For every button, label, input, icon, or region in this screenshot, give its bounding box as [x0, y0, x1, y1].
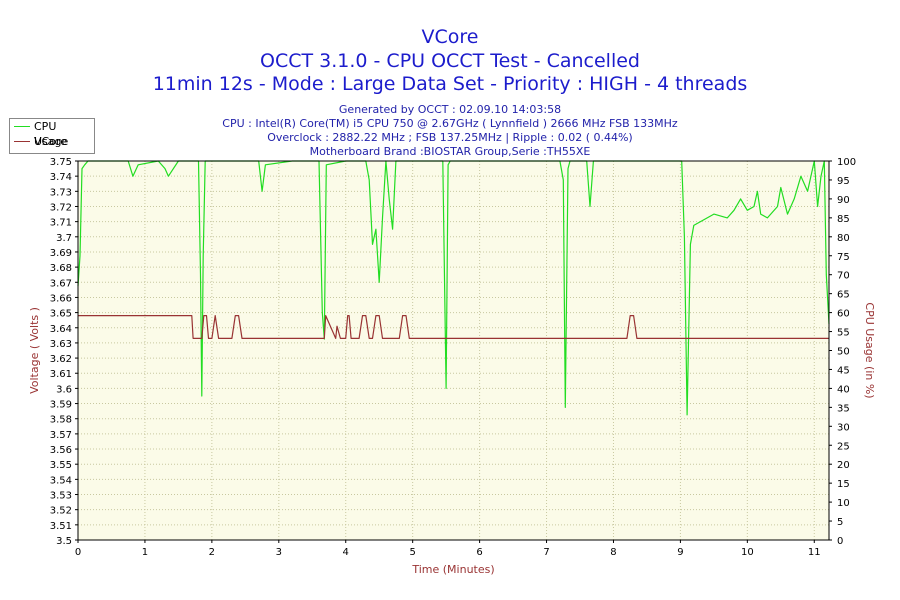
y2-tick-label: 15: [837, 479, 850, 490]
series-layer: [77, 160, 830, 416]
y2-tick-label: 0: [837, 536, 843, 547]
y2-tick-label: 85: [837, 214, 850, 225]
x-tick-label: 5: [409, 547, 415, 558]
y-tick-label: 3.74: [50, 172, 72, 183]
y-tick-label: 3.73: [50, 187, 72, 198]
info-generated: Generated by OCCT : 02.09.10 14:03:58: [338, 103, 562, 116]
y-tick-label: 3.57: [50, 430, 72, 441]
y2-tick-label: 55: [837, 328, 850, 339]
y-tick-label: 3.68: [50, 263, 72, 274]
y2-tick-label: 45: [837, 365, 850, 376]
y2-tick-label: 5: [837, 517, 843, 528]
y2-tick-label: 65: [837, 290, 850, 301]
chart-subtitle-test: OCCT 3.1.0 - CPU OCCT Test - Cancelled: [260, 50, 640, 72]
y-tick-label: 3.53: [50, 491, 72, 502]
info-overclock: Overclock : 2882.22 MHz ; FSB 137.25MHz …: [267, 131, 633, 144]
y-tick-label: 3.66: [50, 293, 72, 304]
info-cpu: CPU : Intel(R) Core(TM) i5 CPU 750 @ 2.6…: [222, 117, 678, 130]
y-tick-label: 3.67: [50, 278, 72, 289]
y-tick-label: 3.71: [50, 218, 72, 229]
chart-title: VCore: [421, 26, 479, 48]
y2-tick-label: 20: [837, 460, 850, 471]
y2-tick-label: 50: [837, 347, 850, 358]
y2-tick-label: 35: [837, 403, 850, 414]
y2-tick-label: 25: [837, 441, 850, 452]
x-tick-label: 1: [142, 547, 148, 558]
chart-subtitle-mode: 11min 12s - Mode : Large Data Set - Prio…: [152, 73, 748, 95]
x-tick-label: 0: [75, 547, 81, 558]
legend-label-vcore: VCore: [34, 135, 67, 148]
y-axis-label: Voltage ( Volts ): [28, 307, 41, 394]
y-tick-label: 3.7: [56, 233, 72, 244]
plot-area: [78, 161, 829, 540]
grid-lines: [78, 161, 829, 540]
x-tick-label: 8: [610, 547, 616, 558]
y-tick-label: 3.51: [50, 521, 72, 532]
y-tick-label: 3.64: [50, 324, 72, 335]
x-tick-label: 4: [343, 547, 349, 558]
x-tick-label: 9: [677, 547, 683, 558]
x-tick-label: 6: [476, 547, 482, 558]
y-tick-label: 3.69: [50, 248, 72, 259]
legend-entry-cpu-usage: CPU Usage: [10, 119, 94, 148]
legend-entry-vcore: VCore: [10, 134, 94, 149]
y2-tick-label: 60: [837, 309, 850, 320]
y-tick-label: 3.52: [50, 506, 72, 517]
y2-tick-label: 80: [837, 233, 850, 244]
series-line-vcore: [78, 315, 829, 339]
y-tick-label: 3.5: [56, 536, 72, 547]
legend-swatch-cpu-usage: [14, 126, 30, 127]
series-line-cpu-usage: [77, 160, 830, 416]
axis-ticks: 3.5 3.51 3.52 3.53 3.54 3.55 3.56 3.57 3.58 3.59 3…: [50, 157, 856, 558]
y2-tick-label: 100: [837, 157, 856, 168]
y-tick-label: 3.6: [56, 384, 72, 395]
y-tick-label: 3.63: [50, 339, 72, 350]
x-tick-label: 2: [209, 547, 215, 558]
y-tick-label: 3.72: [50, 202, 72, 213]
y-tick-label: 3.61: [50, 369, 72, 380]
y2-tick-label: 75: [837, 252, 850, 263]
y2-tick-label: 40: [837, 384, 850, 395]
chart-legend: CPU Usage VCore: [9, 118, 95, 154]
legend-label-cpu-usage: CPU Usage: [34, 120, 69, 148]
y-tick-label: 3.59: [50, 400, 72, 411]
y2-tick-label: 70: [837, 271, 850, 282]
x-tick-label: 3: [276, 547, 282, 558]
y2-tick-label: 30: [837, 422, 850, 433]
x-tick-label: 11: [808, 547, 821, 558]
y2-tick-label: 10: [837, 498, 850, 509]
y-tick-label: 3.58: [50, 415, 72, 426]
x-tick-label: 10: [741, 547, 754, 558]
y-tick-label: 3.75: [50, 157, 72, 168]
y-tick-label: 3.55: [50, 460, 72, 471]
y2-axis-label: CPU Usage (in %): [863, 302, 876, 398]
y-tick-label: 3.56: [50, 445, 72, 456]
y2-tick-label: 90: [837, 195, 850, 206]
info-motherboard: Motherboard Brand :BIOSTAR Group,Serie :…: [309, 145, 591, 158]
y-tick-label: 3.62: [50, 354, 72, 365]
y-tick-label: 3.54: [50, 475, 72, 486]
y-tick-label: 3.65: [50, 309, 72, 320]
y2-tick-label: 95: [837, 176, 850, 187]
system-info: Generated by OCCT : 02.09.10 14:03:58 CP…: [0, 103, 900, 159]
x-tick-label: 7: [543, 547, 549, 558]
x-axis-label: Time (Minutes): [411, 563, 494, 576]
legend-swatch-vcore: [14, 141, 30, 142]
